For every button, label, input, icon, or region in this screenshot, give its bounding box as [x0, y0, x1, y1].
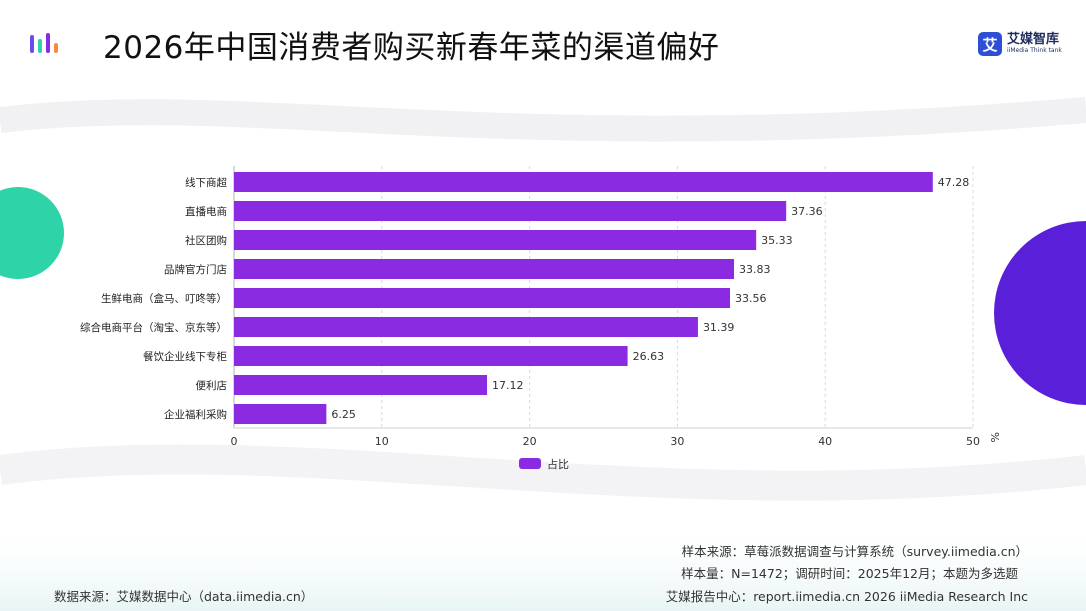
- x-tick-label: 50: [966, 435, 980, 448]
- data-label: 47.28: [938, 176, 970, 189]
- logo-bars-icon: [30, 33, 58, 53]
- data-source-note: 数据来源：艾媒数据中心（data.iimedia.cn）: [54, 589, 314, 604]
- data-label: 33.56: [735, 292, 767, 305]
- data-label: 6.25: [331, 408, 356, 421]
- category-label: 企业福利采购: [164, 408, 227, 421]
- category-label: 品牌官方门店: [164, 263, 227, 276]
- bar: [234, 404, 327, 424]
- bar: [234, 201, 787, 221]
- sample-size-note: 样本量：N=1472；调研时间：2025年12月；本题为多选题: [681, 566, 1018, 581]
- bar: [234, 172, 933, 192]
- purple-decor-circle: [994, 221, 1086, 405]
- bar: [234, 288, 731, 308]
- sample-source-note: 样本来源：草莓派数据调查与计算系统（survey.iimedia.cn）: [681, 544, 1028, 559]
- bar: [234, 375, 488, 395]
- data-label: 35.33: [761, 234, 793, 247]
- bar: [234, 259, 735, 279]
- data-label: 37.36: [791, 205, 823, 218]
- category-label: 餐饮企业线下专柜: [143, 350, 227, 363]
- data-label: 31.39: [703, 321, 735, 334]
- x-tick-label: 0: [231, 435, 238, 448]
- legend-swatch: [519, 458, 541, 469]
- bar: [234, 317, 698, 337]
- category-label: 生鲜电商（盒马、叮咚等）: [101, 292, 227, 305]
- brand-mark-icon: 艾: [978, 32, 1002, 56]
- category-label: 线下商超: [185, 176, 227, 189]
- x-unit-label: %: [988, 432, 1001, 442]
- category-label: 综合电商平台（淘宝、京东等）: [80, 321, 227, 334]
- brand-logo: 艾 艾媒智库 iiMedia Think tank: [978, 32, 1062, 56]
- data-label: 17.12: [492, 379, 523, 392]
- brand-subtitle: iiMedia Think tank: [1007, 47, 1062, 54]
- x-tick-label: 40: [818, 435, 832, 448]
- data-label: 33.83: [739, 263, 771, 276]
- brand-name: 艾媒智库: [1007, 32, 1060, 47]
- page-title: 2026年中国消费者购买新春年菜的渠道偏好: [103, 30, 720, 66]
- bar: [234, 346, 628, 366]
- x-tick-label: 30: [670, 435, 684, 448]
- category-label: 社区团购: [185, 234, 227, 247]
- data-label: 26.63: [633, 350, 665, 363]
- category-label: 直播电商: [185, 205, 227, 218]
- bar: [234, 230, 757, 250]
- x-tick-label: 10: [375, 435, 389, 448]
- legend-label: 占比: [547, 457, 569, 471]
- category-label: 便利店: [196, 379, 228, 392]
- x-tick-label: 20: [523, 435, 537, 448]
- teal-decor-circle: [0, 187, 64, 279]
- report-center-note: 艾媒报告中心：report.iimedia.cn 2026 iiMedia Re…: [665, 589, 1028, 604]
